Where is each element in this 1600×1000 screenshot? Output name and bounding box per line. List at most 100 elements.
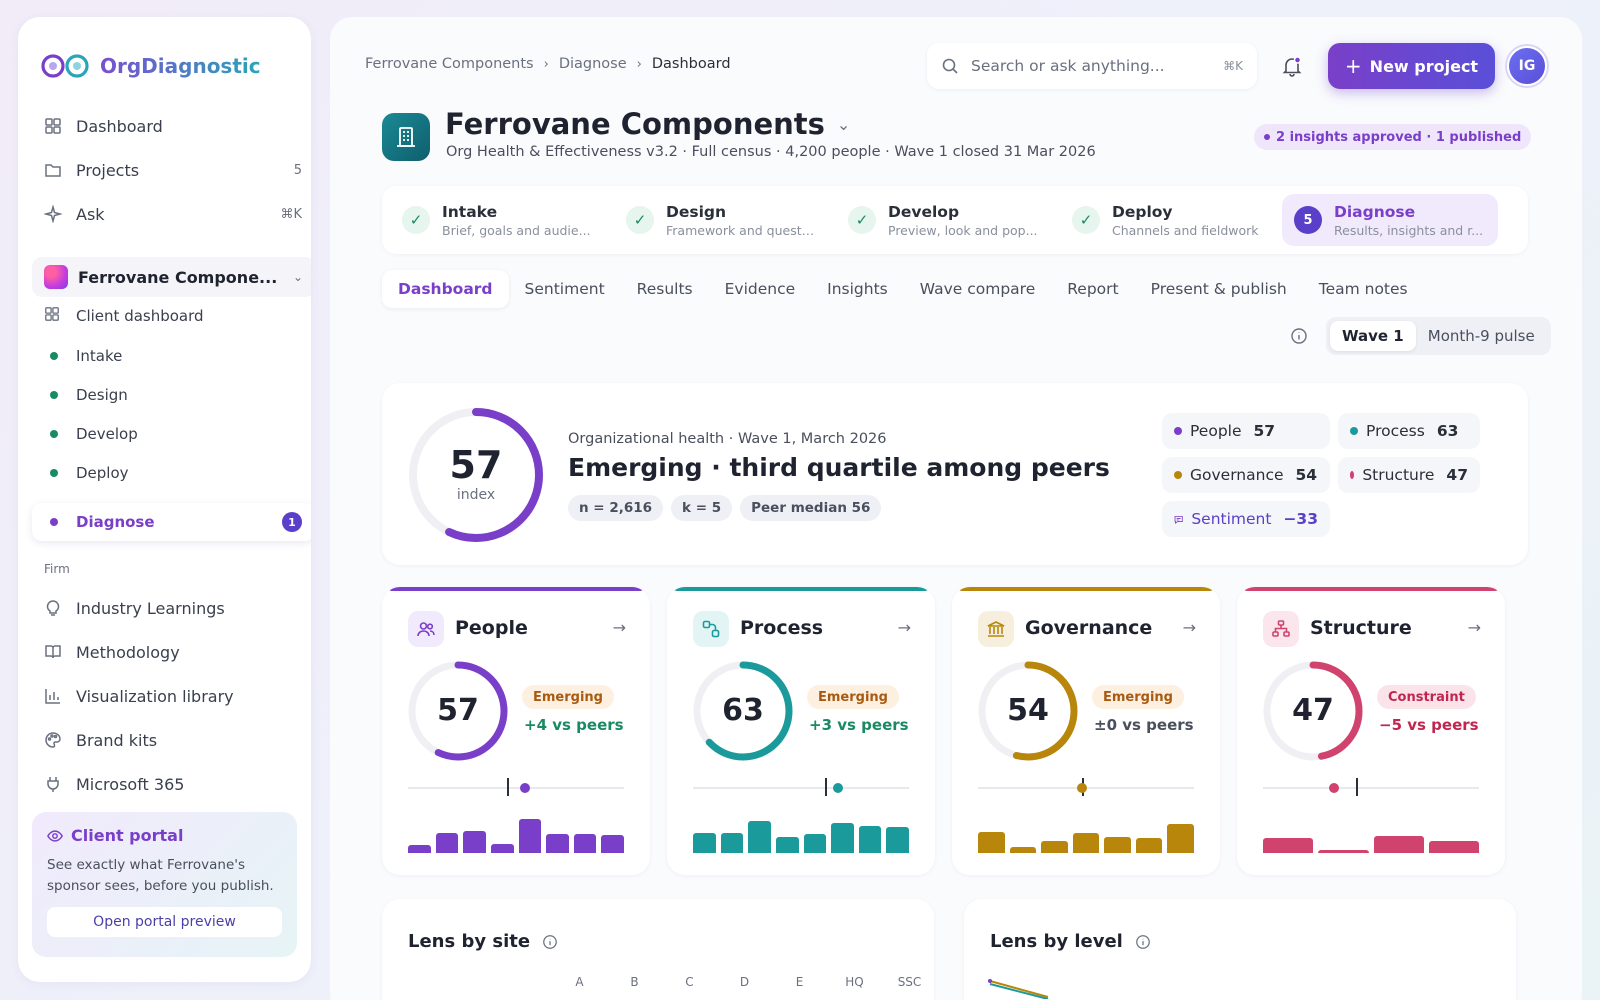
tab-wave-compare[interactable]: Wave compare [919,280,1036,298]
arrow-right-icon[interactable]: → [1182,618,1196,637]
nav-brand-kits[interactable]: Brand kits [44,727,302,753]
nav-projects[interactable]: Projects 5 [44,157,302,183]
tab-team-notes[interactable]: Team notes [1318,280,1408,298]
arrow-right-icon[interactable]: → [1467,618,1481,637]
card-title: Governance [1025,617,1153,639]
lens-by-site-title: Lens by site [408,931,558,952]
step-design[interactable]: ✓ Design Framework and questi... [626,194,816,246]
nav-methodology[interactable]: Methodology [44,639,302,665]
tab-results[interactable]: Results [636,280,693,298]
lens-card-structure[interactable]: Structure → 47 Constraint −5 vs peers [1237,587,1505,875]
sub-develop[interactable]: Develop [44,421,302,447]
sub-intake[interactable]: Intake [44,343,302,369]
card-title: Process [740,617,824,639]
distribution-bar [408,845,431,853]
lens-by-level-card: Lens by level [964,899,1516,1000]
infinity-logo-icon [41,54,89,78]
wave-option-wave-1[interactable]: Wave 1 [1330,321,1416,351]
wave-option-month-9-pulse[interactable]: Month-9 pulse [1427,327,1535,345]
sentiment-chip[interactable]: Sentiment −33 [1162,501,1330,537]
arrow-right-icon[interactable]: → [897,618,911,637]
new-project-button[interactable]: + New project [1328,43,1495,89]
sparkle-icon [44,205,62,223]
lens-by-site-card: Lens by site A B C D E HQ SSC [382,899,934,1000]
info-icon[interactable] [542,934,558,950]
lens-card-process[interactable]: Process → 63 Emerging +3 vs peers [667,587,935,875]
open-portal-preview-button[interactable]: Open portal preview [47,907,282,937]
breadcrumb-item[interactable]: Diagnose [558,56,627,72]
search-input[interactable]: Search or ask anything... ⌘K [927,43,1257,89]
nav-microsoft-365[interactable]: Microsoft 365 [44,771,302,797]
lens-chip-structure[interactable]: Structure 47 [1338,457,1480,493]
distribution-bar [1318,849,1369,853]
client-portal-card: Client portal See exactly what Ferrovane… [32,812,297,957]
distribution-bar [518,819,542,853]
distribution-bar [546,833,569,853]
diagnose-badge: 1 [282,512,302,532]
peer-median-marker [507,778,510,796]
tab-report[interactable]: Report [1067,280,1119,298]
step-develop[interactable]: ✓ Develop Preview, look and pop... [848,194,1038,246]
lens-value: 57 [1253,422,1276,440]
peer-track [1263,787,1479,789]
nav-industry-learnings[interactable]: Industry Learnings [44,595,302,621]
status-badge: Emerging [522,685,614,709]
sidebar: OrgDiagnostic Dashboard Projects 5 Ask ⌘… [18,17,311,982]
step-title: Develop [888,202,960,221]
ask-shortcut: ⌘K [280,206,302,222]
info-icon[interactable] [1290,327,1308,345]
page-title[interactable]: Ferrovane Components ⌄ [445,107,850,141]
sub-client-dashboard[interactable]: Client dashboard [44,303,302,329]
site-column-headers: A B C D E HQ SSC [552,975,937,989]
building-icon [382,113,430,161]
tab-insights[interactable]: Insights [827,280,888,298]
sub-diagnose[interactable]: Diagnose 1 [44,509,302,535]
sub-deploy[interactable]: Deploy [44,460,302,486]
lens-card-governance[interactable]: Governance → 54 Emerging ±0 vs peers [952,587,1220,875]
step-intake[interactable]: ✓ Intake Brief, goals and audie... [402,194,592,246]
lens-value: 54 [1295,466,1318,484]
peer-median-marker [1355,778,1358,796]
logo[interactable]: OrgDiagnostic [40,53,261,79]
sub-label: Develop [76,425,138,443]
nav-visualization-library[interactable]: Visualization library [44,683,302,709]
tab-present-publish[interactable]: Present & publish [1150,280,1287,298]
step-diagnose[interactable]: 5 Diagnose Results, insights and r... [1282,194,1498,246]
lens-chip-people[interactable]: People 57 [1162,413,1330,449]
lens-by-level-title: Lens by level [990,931,1151,952]
nav-label: Visualization library [76,686,234,706]
nav-ask[interactable]: Ask ⌘K [44,201,302,227]
arrow-right-icon[interactable]: → [612,618,626,637]
step-deploy[interactable]: ✓ Deploy Channels and fieldwork [1072,194,1262,246]
col-head: HQ [845,975,864,989]
tab-dashboard[interactable]: Dashboard [382,270,509,308]
peer-delta: ±0 vs peers [1094,716,1194,734]
lens-chip-governance[interactable]: Governance 54 [1162,457,1330,493]
lower-title-text: Lens by level [990,931,1123,952]
nav-dashboard[interactable]: Dashboard [44,113,302,139]
tab-evidence[interactable]: Evidence [724,280,796,298]
nav-label: Ask [76,204,105,224]
distribution-bars [408,813,624,853]
distribution-bar [720,833,744,853]
lens-gauge [978,661,1078,761]
tab-sentiment[interactable]: Sentiment [524,280,605,298]
avatar[interactable]: IG [1507,46,1547,86]
breadcrumb-current: Dashboard [651,56,731,72]
info-icon[interactable] [1135,934,1151,950]
project-switcher[interactable]: Ferrovane Compone... ⌄ [32,257,311,297]
lens-card-people[interactable]: People → 57 Emerging +4 vs peers [382,587,650,875]
distribution-bar [748,821,771,853]
distribution-bar [1373,836,1424,853]
bar-chart-icon [44,687,62,705]
distribution-bar [978,832,1005,853]
lens-label: Process [1366,422,1425,440]
lens-gauge [1263,661,1363,761]
notifications-bell-icon[interactable] [1281,55,1303,77]
step-sub: Brief, goals and audie... [442,222,591,238]
sub-design[interactable]: Design [44,382,302,408]
col-head: D [739,975,750,989]
step-title: Diagnose [1334,202,1416,221]
lens-chip-process[interactable]: Process 63 [1338,413,1480,449]
breadcrumb-item[interactable]: Ferrovane Components [365,56,534,72]
